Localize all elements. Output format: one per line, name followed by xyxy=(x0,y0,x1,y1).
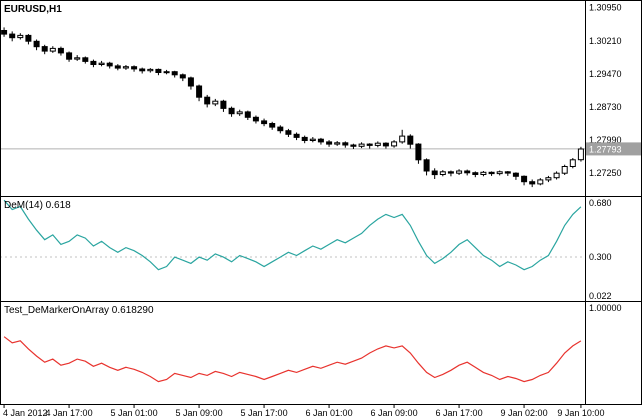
svg-text:5 Jan 17:00: 5 Jan 17:00 xyxy=(241,408,288,418)
svg-text:5 Jan 09:00: 5 Jan 09:00 xyxy=(176,408,223,418)
svg-text:4 Jan 17:00: 4 Jan 17:00 xyxy=(46,408,93,418)
test-line xyxy=(3,336,582,383)
svg-text:0.022: 0.022 xyxy=(589,291,612,301)
svg-text:0.300: 0.300 xyxy=(589,252,612,262)
svg-text:5 Jan 01:00: 5 Jan 01:00 xyxy=(111,408,158,418)
candles-layer xyxy=(1,27,584,188)
svg-text:1.28730: 1.28730 xyxy=(589,102,622,112)
svg-text:1.00000: 1.00000 xyxy=(589,303,622,313)
price-axis[interactable]: 1.30950 1.30210 1.29470 1.28730 1.27990 1.272… xyxy=(589,3,622,178)
dem-line xyxy=(3,199,582,271)
svg-text:1.30950: 1.30950 xyxy=(589,3,622,13)
svg-text:6 Jan 01:00: 6 Jan 01:00 xyxy=(306,408,353,418)
svg-text:0.680: 0.680 xyxy=(589,198,612,208)
svg-text:1.30210: 1.30210 xyxy=(589,36,622,46)
svg-text:9 Jan 02:00: 9 Jan 02:00 xyxy=(501,408,548,418)
symbol-timeframe-label: EURUSD,H1 xyxy=(4,4,62,15)
svg-text:1.27250: 1.27250 xyxy=(589,168,622,178)
test-indicator-label: Test_DeMarkerOnArray 0.618290 xyxy=(4,305,154,316)
svg-text:1.27793: 1.27793 xyxy=(589,144,622,154)
svg-text:1.27990: 1.27990 xyxy=(589,135,622,145)
svg-text:4 Jan 2012: 4 Jan 2012 xyxy=(3,408,48,418)
dem-indicator-label: DeM(14) 0.618 xyxy=(4,200,71,211)
svg-text:1.29470: 1.29470 xyxy=(589,69,622,79)
svg-text:6 Jan 09:00: 6 Jan 09:00 xyxy=(371,408,418,418)
svg-text:6 Jan 17:00: 6 Jan 17:00 xyxy=(436,408,483,418)
current-price-tag: 1.27793 xyxy=(586,142,641,156)
svg-text:9 Jan 10:00: 9 Jan 10:00 xyxy=(557,408,604,418)
